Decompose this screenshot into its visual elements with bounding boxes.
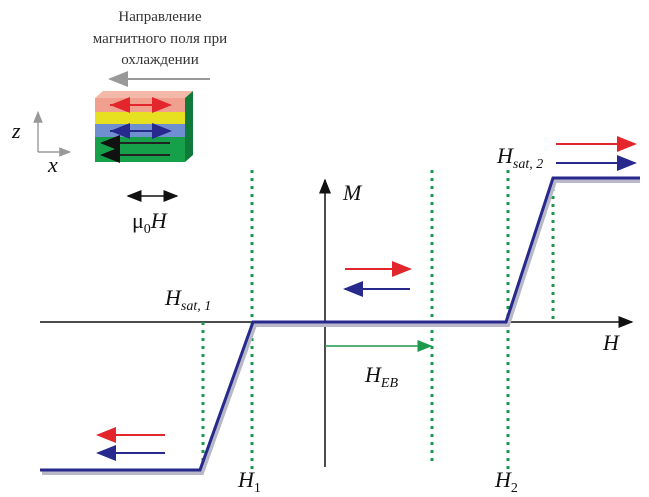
caption-line: Направление	[118, 9, 202, 25]
label-sub: 1	[254, 481, 261, 496]
label-main: H	[237, 467, 255, 492]
hsat1-label: Hsat, 1	[164, 285, 211, 314]
label-sub: sat, 1	[181, 299, 211, 314]
label-main: H	[494, 467, 512, 492]
field-h: H	[150, 208, 168, 233]
h-label: H	[602, 330, 620, 355]
field-sub: 0	[144, 222, 151, 237]
label-main: H	[164, 285, 182, 310]
z-label: z	[11, 118, 21, 143]
caption-line: магнитного поля при	[93, 31, 227, 47]
field-label: μ0H	[132, 208, 168, 237]
label-sub: 2	[511, 481, 518, 496]
label-main: H	[496, 143, 514, 168]
x-label: x	[47, 152, 58, 177]
caption-line: охлаждении	[121, 52, 199, 68]
hsat2-label: Hsat, 2	[496, 143, 543, 172]
m-label: M	[342, 180, 363, 205]
h2-label: H2	[494, 467, 518, 496]
diagram: Направление магнитного поля при охлажден…	[0, 0, 649, 497]
field-mu: μ	[132, 208, 144, 233]
layer-stack	[95, 91, 193, 162]
label-main: H	[364, 362, 382, 387]
h1-label: H1	[237, 467, 261, 496]
label-sub: sat, 2	[513, 157, 543, 172]
label-sub: EB	[380, 376, 399, 391]
heb-label: HEB	[364, 362, 398, 391]
